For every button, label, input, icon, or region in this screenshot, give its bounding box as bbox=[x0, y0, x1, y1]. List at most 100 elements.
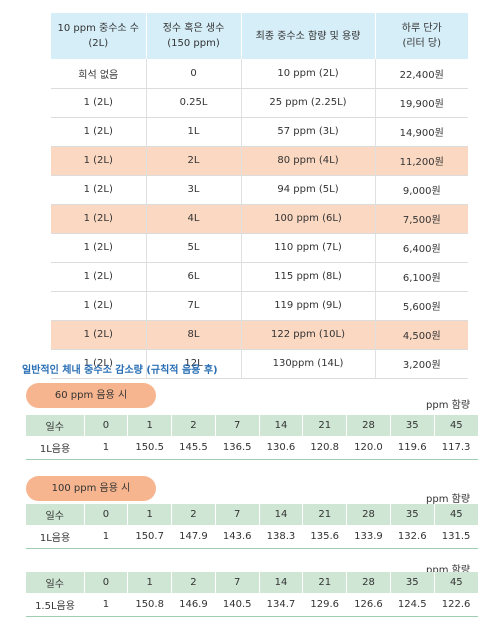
table-cell: 8L bbox=[146, 320, 242, 350]
table-cell: 143.6 bbox=[215, 525, 260, 549]
table-header-row: 일수 0 1 2 7 14 21 28 35 45 bbox=[26, 504, 478, 525]
header-cell: 1 bbox=[127, 504, 173, 525]
table-cell: 1 (2L) bbox=[51, 175, 147, 205]
table-cell: 11,200원 bbox=[375, 146, 468, 176]
table-cell: 7L bbox=[146, 291, 242, 321]
header-cell: 35 bbox=[390, 415, 435, 436]
header-cell: 7 bbox=[215, 572, 260, 593]
table-cell: 1 (2L) bbox=[51, 146, 147, 176]
reduction-table-60ppm: 일수 0 1 2 7 14 21 28 35 45 1L음용 1 150.5 145.5 136.5 130.… bbox=[26, 415, 478, 460]
table-row: 1 (2L) 6L 115 ppm (8L) 6,100원 bbox=[51, 262, 468, 292]
table-cell: 1 (2L) bbox=[51, 233, 147, 263]
table-row: 1L음용 1 150.5 145.5 136.5 130.6 120.8 120.0 119.6… bbox=[26, 436, 478, 460]
header-cell: 45 bbox=[434, 572, 478, 593]
header-cell: 35 bbox=[390, 572, 435, 593]
table-cell: 1 (2L) bbox=[51, 291, 147, 321]
table-cell: 150.7 bbox=[127, 525, 172, 549]
header-cell: 28 bbox=[346, 415, 391, 436]
table-cell: 1 (2L) bbox=[51, 117, 147, 147]
dilution-price-table: 10 ppm 중수소 수 (2L) 정수 혹은 생수 (150 ppm) 최종 중수… bbox=[51, 13, 468, 379]
header-cell: 2 bbox=[171, 415, 216, 436]
table-cell: 133.9 bbox=[346, 525, 391, 549]
table-cell: 147.9 bbox=[171, 525, 216, 549]
table-cell: 14,900원 bbox=[375, 117, 468, 147]
table-cell: 130ppm (14L) bbox=[241, 349, 376, 379]
table-cell: 10 ppm (2L) bbox=[241, 59, 376, 89]
table-cell: 150.5 bbox=[127, 436, 172, 460]
header-cell: 28 bbox=[346, 504, 391, 525]
table-cell: 119.6 bbox=[390, 436, 435, 460]
table-cell: 115 ppm (8L) bbox=[241, 262, 376, 292]
table-cell: 145.5 bbox=[171, 436, 216, 460]
table-row: 1 (2L) 4L 100 ppm (6L) 7,500원 bbox=[51, 204, 468, 234]
table-cell: 120.0 bbox=[346, 436, 391, 460]
header-cell: 0 bbox=[84, 415, 129, 436]
table-cell: 25 ppm (2.25L) bbox=[241, 88, 376, 118]
table-cell: 3,200원 bbox=[375, 349, 468, 379]
table-header-row: 10 ppm 중수소 수 (2L) 정수 혹은 생수 (150 ppm) 최종 중수… bbox=[51, 13, 468, 59]
table-cell: 129.6 bbox=[302, 593, 347, 617]
table-row: 1 (2L) 3L 94 ppm (5L) 9,000원 bbox=[51, 175, 468, 205]
table-row: 1 (2L) 5L 110 ppm (7L) 6,400원 bbox=[51, 233, 468, 263]
table-cell: 135.6 bbox=[302, 525, 347, 549]
table-cell: 7,500원 bbox=[375, 204, 468, 234]
header-cell: 2 bbox=[171, 572, 216, 593]
header-cell: 일수 bbox=[26, 415, 85, 436]
table-cell: 122 ppm (10L) bbox=[241, 320, 376, 350]
table-cell: 94 ppm (5L) bbox=[241, 175, 376, 205]
table-cell: 80 ppm (4L) bbox=[241, 146, 376, 176]
table-cell: 0.25L bbox=[146, 88, 242, 118]
table-cell: 9,000원 bbox=[375, 175, 468, 205]
table-cell: 2L bbox=[146, 146, 242, 176]
header-cell: 35 bbox=[390, 504, 435, 525]
table-cell: 100 ppm (6L) bbox=[241, 204, 376, 234]
header-cell: 일수 bbox=[26, 572, 85, 593]
table-cell: 126.6 bbox=[346, 593, 391, 617]
table-row: 1 (2L) 12L 130ppm (14L) 3,200원 bbox=[51, 349, 468, 379]
pill-100ppm: 100 ppm 음용 시 bbox=[26, 476, 156, 501]
table-cell: 110 ppm (7L) bbox=[241, 233, 376, 263]
table-row: 1 (2L) 0.25L 25 ppm (2.25L) 19,900원 bbox=[51, 88, 468, 118]
table-cell: 1 bbox=[84, 593, 128, 617]
table-cell: 0 bbox=[146, 59, 242, 89]
table-cell: 6L bbox=[146, 262, 242, 292]
header-cell: 1 bbox=[127, 415, 173, 436]
table-cell: 1 bbox=[84, 525, 128, 549]
table-cell: 132.6 bbox=[390, 525, 435, 549]
table-cell: 4L bbox=[146, 204, 242, 234]
header-cell: 21 bbox=[302, 415, 348, 436]
table-cell: 119 ppm (9L) bbox=[241, 291, 376, 321]
header-cell: 21 bbox=[302, 572, 348, 593]
table-cell: 122.6 bbox=[434, 593, 478, 617]
table-cell: 120.8 bbox=[302, 436, 347, 460]
table-cell: 136.5 bbox=[215, 436, 260, 460]
header-cell: 10 ppm 중수소 수 (2L) bbox=[51, 13, 147, 59]
table-cell: 131.5 bbox=[434, 525, 478, 549]
unit-label-1: ppm 함량 bbox=[426, 400, 471, 411]
pill-60ppm: 60 ppm 음용 시 bbox=[26, 383, 156, 408]
header-cell: 하루 단가 (리터 당) bbox=[375, 13, 468, 59]
table-cell: 130.6 bbox=[259, 436, 303, 460]
table-cell: 19,900원 bbox=[375, 88, 468, 118]
table-cell: 3L bbox=[146, 175, 242, 205]
table-row: 1 (2L) 8L 122 ppm (10L) 4,500원 bbox=[51, 320, 468, 350]
header-cell: 14 bbox=[259, 415, 304, 436]
header-cell: 7 bbox=[215, 504, 260, 525]
header-cell: 0 bbox=[84, 572, 129, 593]
table-row: 1 (2L) 2L 80 ppm (4L) 11,200원 bbox=[51, 146, 468, 176]
table-cell: 1 (2L) bbox=[51, 320, 147, 350]
header-cell: 1 bbox=[127, 572, 173, 593]
table-cell: 124.5 bbox=[390, 593, 435, 617]
header-cell: 0 bbox=[84, 504, 129, 525]
table-cell: 5,600원 bbox=[375, 291, 468, 321]
unit-label-2: ppm 함량 bbox=[426, 494, 471, 505]
header-cell: 45 bbox=[434, 415, 478, 436]
table-cell: 146.9 bbox=[171, 593, 216, 617]
table-cell: 150.8 bbox=[127, 593, 172, 617]
table-cell: 22,400원 bbox=[375, 59, 468, 89]
table-cell: 1L음용 bbox=[26, 436, 84, 460]
header-cell: 7 bbox=[215, 415, 260, 436]
table-cell: 12L bbox=[146, 349, 242, 379]
table-cell: 5L bbox=[146, 233, 242, 263]
table-row: 1.5L음용 1 150.8 146.9 140.5 134.7 129.6 126.6 124… bbox=[26, 593, 478, 617]
